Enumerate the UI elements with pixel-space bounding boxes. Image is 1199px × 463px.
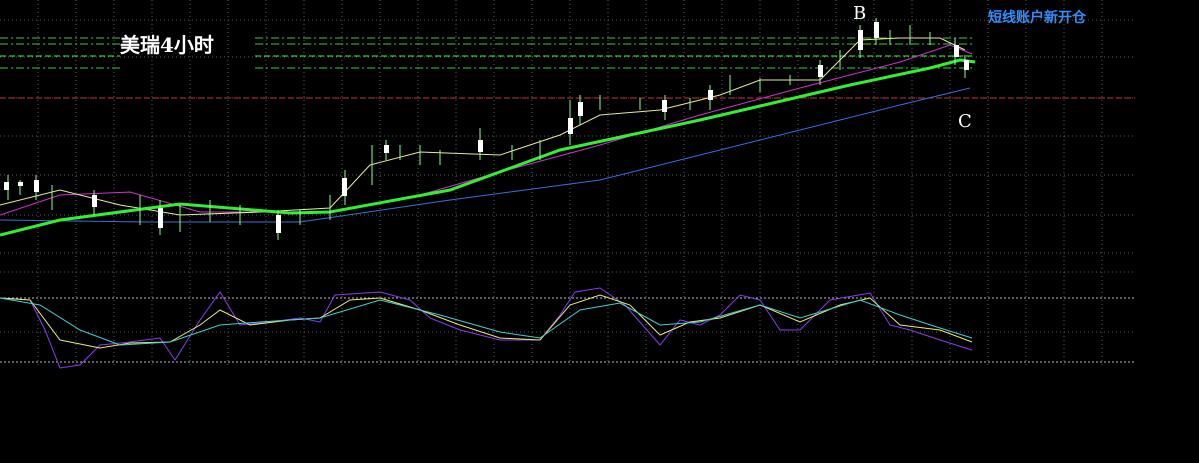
point-label: C [958, 111, 972, 132]
candles [4, 18, 969, 240]
osc-cyan [0, 297, 973, 346]
ma-magenta [0, 44, 973, 216]
point-label: B [853, 3, 866, 24]
grid [0, 0, 1135, 365]
osc-purple [0, 287, 973, 369]
ma-green [0, 58, 976, 237]
chart-title: 美瑞4小时 [120, 33, 214, 57]
note-label: 短线账户新开仓 [988, 9, 1087, 26]
ma-blue [0, 87, 971, 223]
oscillator [0, 287, 973, 369]
level-lines [0, 37, 1135, 99]
